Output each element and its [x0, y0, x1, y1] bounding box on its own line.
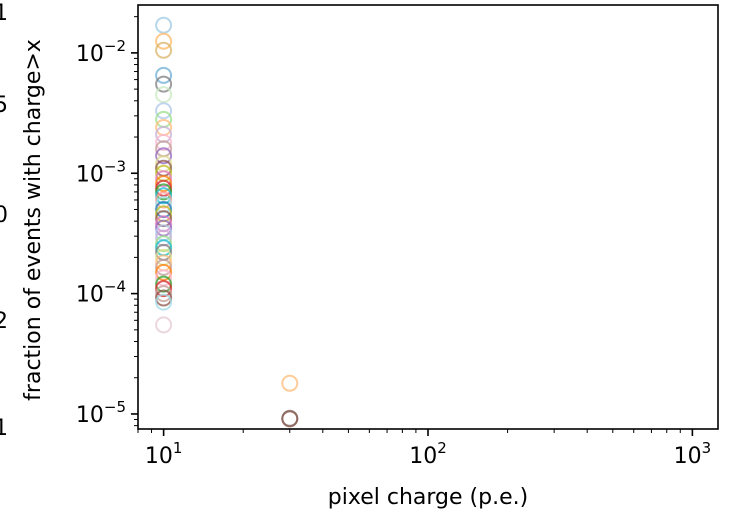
- data-point: [155, 75, 173, 93]
- data-point: [155, 32, 173, 50]
- y-tick-label: 10−3: [76, 157, 126, 187]
- x-tick-label: 101: [145, 439, 183, 469]
- x-tick-label: 103: [674, 439, 712, 469]
- y-tick-label: 10−4: [76, 278, 126, 308]
- data-point: [155, 191, 173, 209]
- data-point: [155, 41, 173, 59]
- y-tick-label: 10−5: [76, 398, 126, 428]
- edge-fragment-label: 5: [0, 93, 8, 118]
- data-point: [155, 293, 173, 311]
- edge-fragment-label: 1: [0, 1, 8, 26]
- data-point: [155, 280, 173, 298]
- data-point: [155, 187, 173, 205]
- edge-fragment-label: 0: [0, 203, 8, 228]
- points-layer: [155, 16, 299, 428]
- x-tick-label: 102: [409, 439, 447, 469]
- data-point: [155, 235, 173, 253]
- data-point: [155, 170, 173, 188]
- data-point: [155, 66, 173, 84]
- y-tick-label: 10−2: [76, 37, 126, 67]
- data-point: [155, 134, 173, 151]
- edge-fragment-label: 2: [0, 309, 8, 334]
- data-point: [155, 147, 173, 165]
- x-axis-label: pixel charge (p.e.): [328, 485, 528, 510]
- left-edge-fragments: 1 5 0 2 1: [0, 1, 8, 441]
- data-point: [281, 374, 299, 392]
- data-point: [155, 289, 173, 307]
- data-point: [155, 86, 173, 104]
- edge-fragment-label: 1: [0, 416, 8, 441]
- y-axis-label: fraction of events with charge>x: [21, 39, 46, 401]
- data-point: [155, 316, 173, 334]
- data-point: [281, 410, 299, 428]
- data-point: [155, 285, 173, 303]
- data-point: [155, 258, 173, 276]
- data-point: [155, 275, 173, 293]
- data-point: [155, 102, 173, 120]
- axes-frame: [137, 4, 719, 430]
- ticks-layer: 101 102 103 10−5 10−4 10−3 10−2: [76, 16, 712, 469]
- data-point: [155, 263, 173, 281]
- data-point: [155, 175, 173, 193]
